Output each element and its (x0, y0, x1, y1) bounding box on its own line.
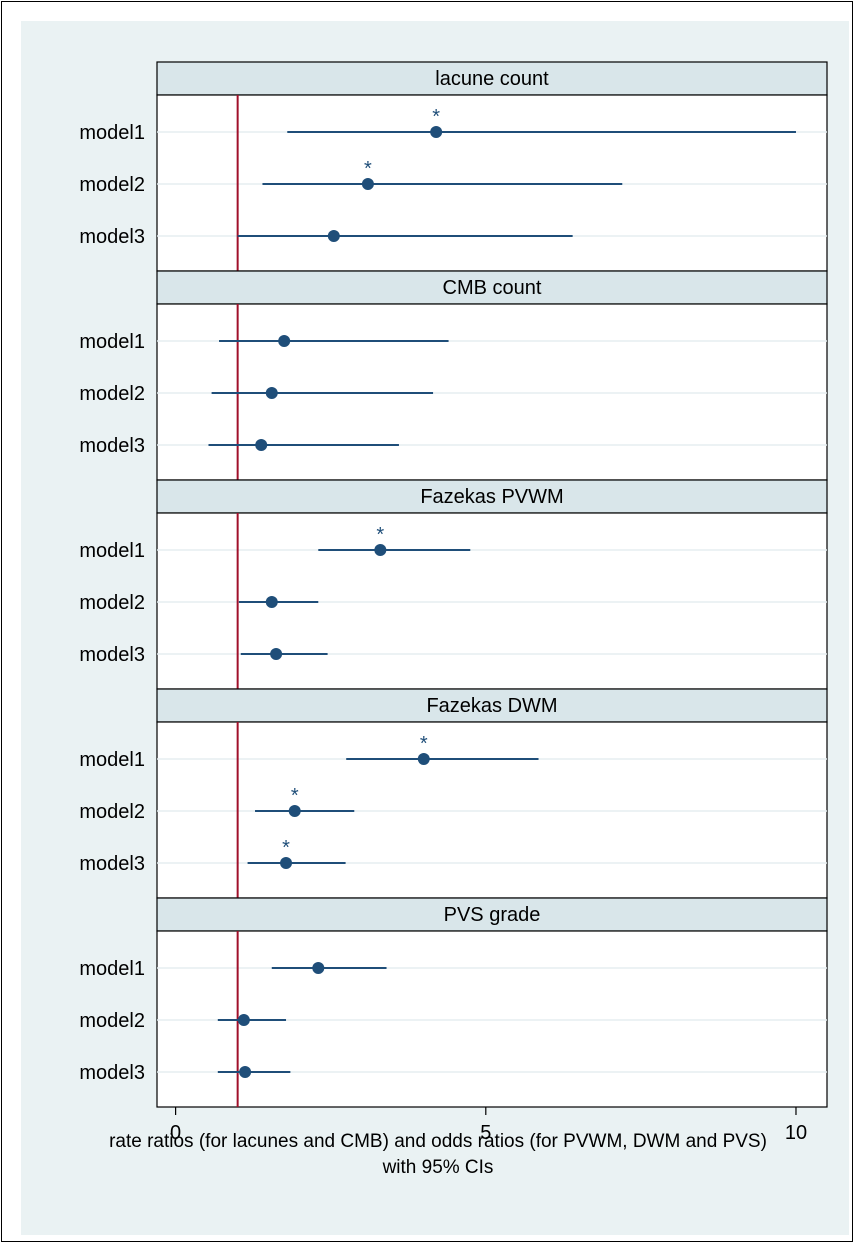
row-label: model2 (79, 801, 145, 823)
estimate-point (327, 230, 340, 242)
estimate-point (417, 753, 430, 765)
panel-title: Fazekas PVWM (420, 486, 563, 508)
significance-marker: * (432, 106, 440, 128)
row-label: model3 (79, 1062, 145, 1084)
row-label: model3 (79, 435, 145, 457)
row-label: model3 (79, 644, 145, 666)
significance-marker: * (291, 785, 299, 807)
estimate-point (288, 805, 301, 817)
significance-marker: * (282, 837, 290, 859)
row-label: model1 (79, 540, 145, 562)
row-label: model3 (79, 226, 145, 248)
estimate-point (239, 1066, 252, 1078)
panel-title: CMB count (443, 277, 542, 299)
estimate-point (312, 962, 325, 974)
row-label: model1 (79, 749, 145, 771)
estimate-point (265, 596, 278, 608)
x-axis-title: rate ratios (for lacunes and CMB) and od… (109, 1131, 767, 1152)
significance-marker: * (420, 733, 428, 755)
estimate-point (280, 857, 293, 869)
estimate-point (374, 544, 387, 556)
panel-strip (156, 688, 828, 723)
panel-strip (156, 479, 828, 514)
panel-title: Fazekas DWM (426, 695, 557, 717)
row-label: model1 (79, 122, 145, 144)
row-label: model1 (79, 331, 145, 353)
estimate-point (265, 387, 278, 399)
x-tick-label: 0 (170, 1122, 181, 1144)
estimate-point (361, 178, 374, 190)
panel-title: lacune count (435, 68, 549, 90)
panel-title: PVS grade (444, 904, 541, 926)
significance-marker: * (376, 524, 384, 546)
row-label: model2 (79, 1010, 145, 1032)
estimate-point (430, 126, 443, 138)
panel-strip (156, 61, 828, 96)
row-label: model2 (79, 592, 145, 614)
x-tick-label: 10 (785, 1122, 807, 1144)
row-label: model2 (79, 174, 145, 196)
row-label: model1 (79, 958, 145, 980)
x-axis-title: with 95% CIs (382, 1157, 494, 1178)
row-label: model3 (79, 853, 145, 875)
estimate-point (278, 335, 291, 347)
estimate-point (255, 439, 268, 451)
estimate-point (237, 1014, 250, 1026)
estimate-point (270, 648, 283, 660)
significance-marker: * (364, 158, 372, 180)
row-label: model2 (79, 383, 145, 405)
x-tick-label: 5 (480, 1122, 491, 1144)
